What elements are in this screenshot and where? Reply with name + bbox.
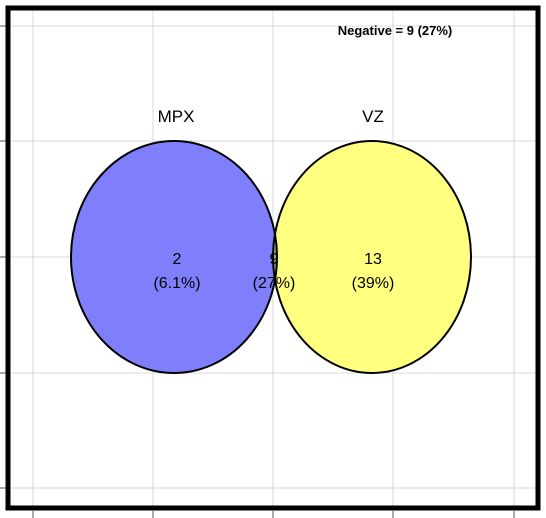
vz-circle: [273, 141, 471, 373]
mpx-only-percent: (6.1%): [153, 275, 200, 292]
tick-marks: [0, 25, 515, 518]
overlap-percent: (27%): [253, 275, 296, 292]
gridlines: [6, 6, 540, 508]
negative-count-label: Negative = 9 (27%): [338, 23, 453, 38]
set-label-vz: VZ: [362, 107, 384, 126]
vz-only-count: 13: [364, 251, 382, 268]
plot-frame: [5, 5, 541, 511]
overlap-count: 9: [270, 251, 279, 268]
set-label-mpx: MPX: [158, 107, 195, 126]
mpx-circle: [71, 141, 277, 373]
vz-outline: [272, 140, 472, 374]
vz-only-percent: (39%): [352, 275, 395, 292]
mpx-outline: [70, 140, 278, 374]
mpx-only-count: 2: [173, 251, 182, 268]
